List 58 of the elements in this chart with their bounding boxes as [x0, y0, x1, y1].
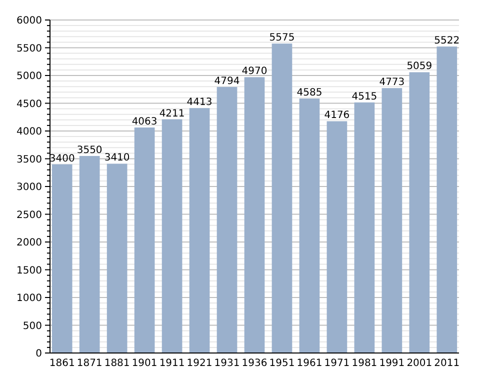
- x-tick-label: 1861: [49, 358, 75, 369]
- bar: [299, 98, 320, 353]
- data-label: 3410: [104, 152, 130, 164]
- data-label: 5522: [434, 36, 460, 47]
- data-label: 3550: [76, 144, 102, 156]
- y-tick-label: 0: [36, 348, 42, 360]
- bar: [106, 164, 128, 353]
- data-label: 5059: [406, 61, 432, 72]
- y-tick-label: 4000: [16, 126, 42, 138]
- y-tick-label: 4500: [16, 98, 42, 110]
- x-tick-label: 2001: [406, 358, 432, 369]
- x-tick-label: 1961: [296, 358, 322, 369]
- x-tick-label: 2011: [434, 358, 460, 369]
- x-tick-label: 1951: [269, 358, 295, 369]
- data-label: 4773: [379, 77, 405, 88]
- data-label: 5575: [269, 32, 295, 44]
- x-tick-label: 1881: [104, 358, 130, 369]
- bar: [189, 108, 210, 353]
- bar: [244, 77, 265, 353]
- bar: [272, 44, 292, 353]
- bar: [162, 119, 182, 353]
- y-tick-label: 5500: [16, 43, 42, 54]
- bar: [52, 164, 72, 353]
- data-label: 4970: [242, 66, 268, 78]
- y-tick-label: 5000: [16, 71, 42, 82]
- bar: [134, 128, 155, 353]
- bar: [216, 86, 238, 353]
- x-tick-label: 1901: [132, 358, 158, 369]
- y-tick-label: 3000: [16, 182, 42, 193]
- data-label: 3400: [49, 153, 75, 164]
- y-tick-label: 3500: [16, 154, 42, 166]
- bar: [79, 156, 100, 353]
- y-tick-label: 500: [22, 320, 42, 332]
- y-tick-label: 2500: [16, 210, 42, 221]
- x-tick-label: 1981: [352, 358, 378, 369]
- x-tick-label: 1936: [242, 358, 268, 369]
- data-label: 4794: [214, 76, 240, 87]
- x-tick-label: 1871: [76, 358, 102, 369]
- bar: [409, 72, 430, 353]
- y-tick-label: 1000: [16, 293, 42, 304]
- data-label: 4211: [159, 108, 185, 120]
- y-tick-label: 6000: [16, 16, 42, 26]
- data-label: 4176: [324, 110, 350, 122]
- bar: [382, 88, 402, 353]
- y-tick-label: 1500: [16, 265, 42, 276]
- x-tick-label: 1911: [159, 358, 185, 369]
- data-label: 4515: [352, 91, 378, 102]
- y-tick-label: 2000: [16, 238, 42, 248]
- bar: [354, 102, 375, 353]
- data-label: 4585: [296, 88, 322, 99]
- x-tick-label: 1931: [214, 358, 240, 369]
- data-label: 4063: [132, 116, 158, 128]
- x-tick-label: 1991: [379, 358, 405, 369]
- data-label: 4413: [186, 97, 212, 108]
- x-tick-label: 1971: [324, 358, 350, 369]
- bar: [326, 121, 348, 353]
- bar: [436, 46, 458, 353]
- x-tick-label: 1921: [186, 358, 212, 369]
